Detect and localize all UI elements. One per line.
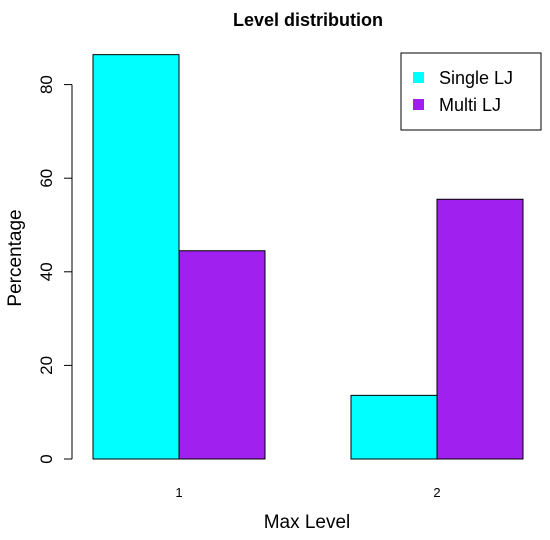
legend: Single LJ Multi LJ [400,52,542,131]
bar-single-lj-cat-1 [92,54,180,460]
y-tick-label: 40 [37,262,56,281]
y-tick-label: 0 [37,454,56,463]
legend-swatch [413,99,424,110]
chart-title: Level distribution [233,10,383,30]
legend-label: Multi LJ [439,95,501,115]
x-tick-label: 1 [175,485,182,500]
x-tick-label: 2 [433,485,440,500]
y-tick-label: 60 [37,169,56,188]
y-axis: 0 20 40 60 80 [37,75,73,464]
legend-box [400,52,542,131]
y-axis-label: Percentage [5,209,26,306]
bar-multi-lj-cat-1 [178,250,266,460]
legend-label: Single LJ [439,68,513,88]
bar-multi-lj-cat-2 [436,198,524,460]
bars-group [92,54,524,460]
legend-swatch [413,72,424,83]
x-axis-label: Max Level [264,512,351,533]
y-tick-label: 80 [37,75,56,94]
bar-single-lj-cat-2 [350,394,438,460]
y-tick-label: 20 [37,356,56,375]
